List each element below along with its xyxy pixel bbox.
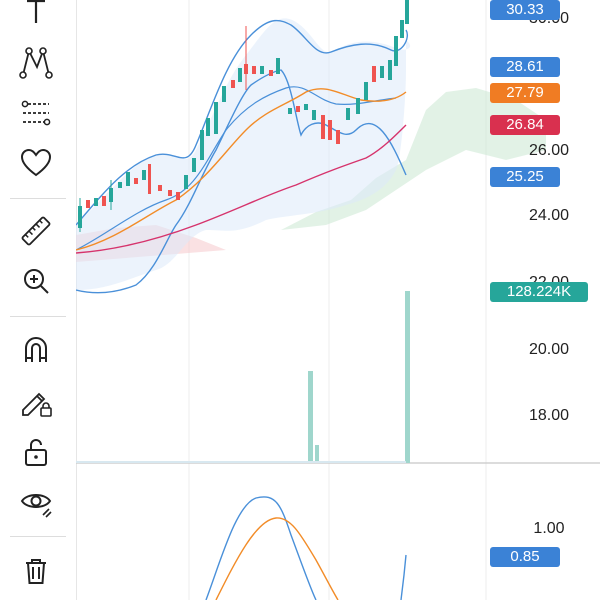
ruler-icon bbox=[21, 216, 51, 246]
bollinger-fill bbox=[76, 18, 411, 290]
price-tick: 18.00 bbox=[528, 407, 570, 424]
text-tool[interactable] bbox=[14, 0, 58, 32]
toolbar-separator bbox=[10, 198, 66, 199]
indicator-line-blue-end bbox=[400, 554, 407, 601]
magnet-icon bbox=[25, 337, 47, 362]
toolbar-separator bbox=[10, 536, 66, 537]
indicator-badge: 0.85 bbox=[490, 547, 560, 567]
text-icon bbox=[27, 0, 45, 23]
candlestick-series bbox=[78, 0, 409, 232]
drawing-toolbar bbox=[0, 0, 77, 600]
sma-badge: 26.84 bbox=[490, 115, 560, 135]
fib-tool[interactable] bbox=[14, 93, 58, 133]
upper-band-badge: 28.61 bbox=[490, 57, 560, 77]
bollinger-lower bbox=[75, 69, 407, 294]
zoom-in-icon bbox=[24, 269, 49, 294]
price-tick: 1.00 bbox=[533, 520, 565, 537]
hide-tool[interactable] bbox=[14, 482, 58, 522]
volume-badge: 128.224K bbox=[490, 282, 588, 302]
lock-tool[interactable] bbox=[14, 432, 58, 472]
toolbar-separator bbox=[10, 316, 66, 317]
ema-badge: 27.79 bbox=[490, 83, 560, 103]
sma-line bbox=[75, 124, 407, 254]
unlock-icon bbox=[25, 439, 47, 466]
pattern-tool[interactable] bbox=[14, 42, 58, 82]
lower-band-badge: 25.25 bbox=[490, 167, 560, 187]
price-tick: 24.00 bbox=[528, 207, 570, 224]
zoom-tool[interactable] bbox=[14, 261, 58, 301]
volume-series bbox=[76, 291, 410, 463]
price-tick: 26.00 bbox=[528, 142, 570, 159]
indicator-line-orange bbox=[215, 517, 339, 601]
last-price-badge: 30.33 bbox=[490, 0, 560, 20]
fibonacci-icon bbox=[21, 100, 51, 126]
lock-drawings-tool[interactable] bbox=[14, 381, 58, 421]
pencil-lock-icon bbox=[22, 392, 52, 417]
price-tick: 20.00 bbox=[528, 341, 570, 358]
delete-tool[interactable] bbox=[14, 551, 58, 591]
indicator-line-blue bbox=[205, 496, 317, 601]
cloud-green bbox=[281, 88, 546, 230]
magnet-tool[interactable] bbox=[14, 330, 58, 370]
ema-line bbox=[75, 88, 407, 251]
eye-icon bbox=[20, 494, 52, 518]
bollinger-middle bbox=[75, 86, 397, 251]
heart-icon bbox=[20, 148, 52, 177]
chart-area[interactable]: 30.00 26.00 24.00 22.00 20.00 18.00 1.00… bbox=[75, 0, 600, 601]
chart-canvas[interactable] bbox=[75, 0, 600, 601]
favorites-tool[interactable] bbox=[14, 143, 58, 183]
measure-tool[interactable] bbox=[14, 211, 58, 251]
pattern-icon bbox=[19, 47, 53, 79]
trash-icon bbox=[26, 559, 46, 584]
bollinger-upper bbox=[75, 19, 408, 226]
